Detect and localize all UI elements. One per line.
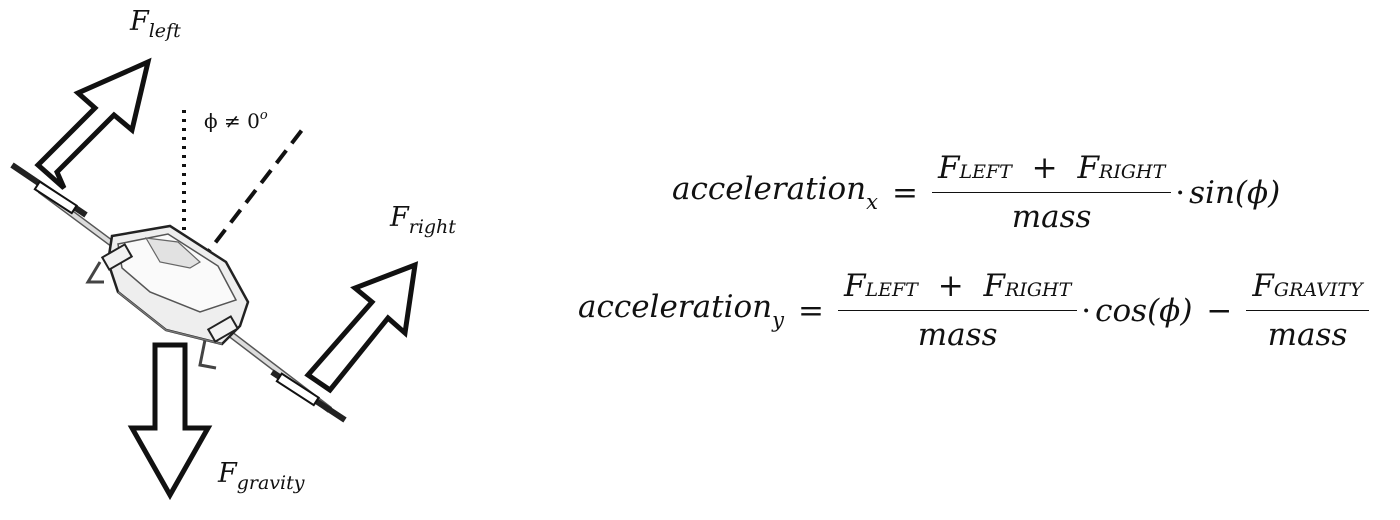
- equation-acceleration-x: accelerationx = FLEFT + FRIGHT mass · si…: [672, 150, 1281, 235]
- equation-acceleration-y: accelerationy = FLEFT + FRIGHT mass · co…: [578, 268, 1369, 353]
- gravity-fraction-y: FGRAVITY mass: [1246, 268, 1369, 353]
- gravity-arrow: [127, 342, 213, 501]
- force-right-label: Fright: [390, 202, 456, 238]
- left-thrust-arrow: [34, 57, 152, 190]
- drone-body: [10, 162, 347, 423]
- thrust-fraction-x: FLEFT + FRIGHT mass: [931, 150, 1172, 235]
- force-left-label: Fleft: [130, 6, 181, 42]
- right-thrust-arrow: [304, 261, 419, 394]
- force-gravity-label: Fgravity: [218, 458, 305, 494]
- thrust-fraction-y: FLEFT + FRIGHT mass: [837, 268, 1078, 353]
- angle-label: ϕ ≠ 0o: [204, 108, 268, 133]
